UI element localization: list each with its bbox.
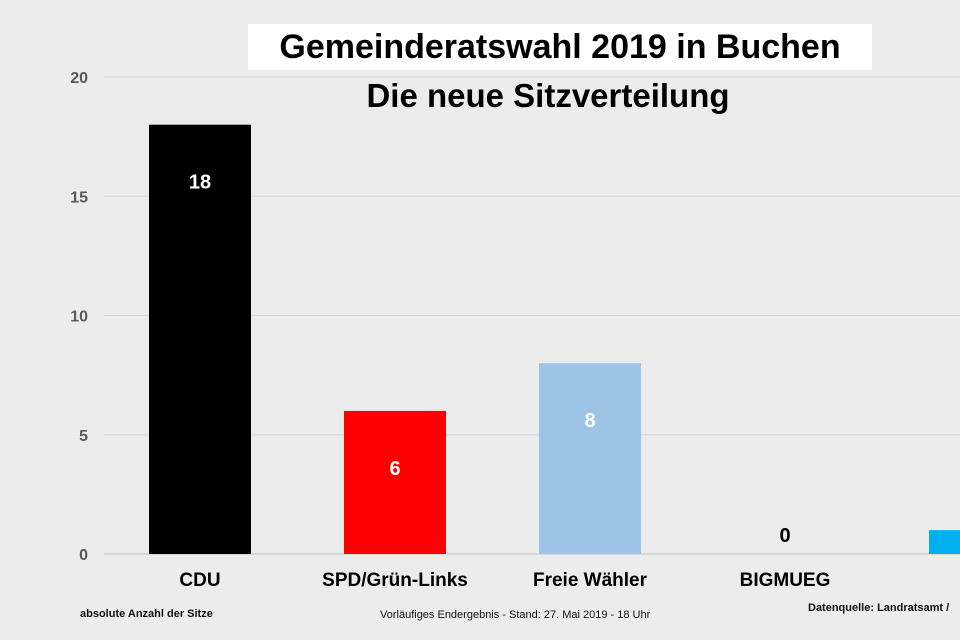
bar [344,410,446,554]
y-tick-label: 15 [70,189,88,206]
data-label: 0 [779,525,790,547]
x-category-label: Freie Wähler [533,570,648,591]
bar [539,363,641,554]
bar [149,124,251,554]
x-category-label: BIGMUEG [740,570,831,591]
footer-status-note: Vorläufiges Endergebnis - Stand: 27. Mai… [380,609,651,621]
data-label: 8 [584,410,595,432]
y-tick-label: 5 [79,428,88,445]
chart-subtitle: Die neue Sitzverteilung [366,77,730,114]
footer-source-note: Datenquelle: Landratsamt / [808,602,950,614]
x-category-label: SPD/Grün-Links [322,570,468,591]
y-tick-label: 0 [79,547,88,564]
bar [929,530,960,554]
x-category-label: CDU [179,570,220,591]
y-tick-label: 10 [70,309,88,326]
data-label: 6 [389,458,400,480]
y-tick-label: 20 [70,70,88,87]
title-background [248,24,872,70]
data-label: 18 [189,172,211,194]
chart-title: Gemeinderatswahl 2019 in Buchen [279,28,841,66]
footer-y-unit-note: absolute Anzahl der Sitze [80,608,213,620]
